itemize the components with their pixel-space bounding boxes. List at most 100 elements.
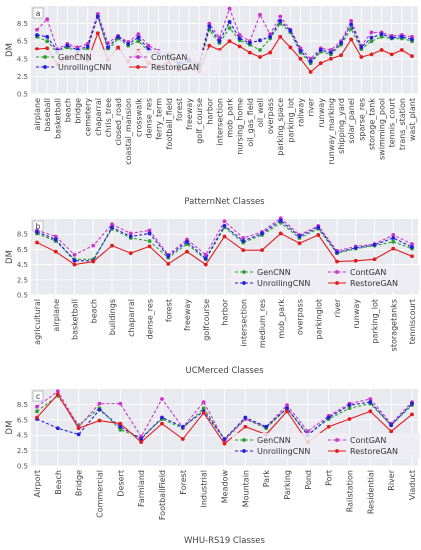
x-tick-label: Industrial [200, 470, 209, 508]
data-point [35, 404, 39, 409]
data-point [278, 34, 283, 39]
series-restoregan [35, 392, 414, 446]
data-point [128, 251, 133, 256]
x-tick-label: river [333, 298, 342, 317]
data-point [316, 225, 321, 230]
x-tick-label: tennis_court [388, 98, 397, 147]
x-tick-label: intersection [239, 299, 248, 346]
data-point [45, 39, 50, 44]
data-point [110, 222, 114, 227]
data-point [160, 421, 164, 426]
data-point [118, 427, 123, 432]
data-point [76, 432, 81, 437]
data-point [243, 424, 248, 429]
data-point [243, 415, 248, 420]
data-point [349, 37, 354, 42]
x-tick-label: dense_res [144, 98, 153, 138]
data-point [247, 41, 252, 45]
data-point [347, 417, 352, 421]
data-point [110, 243, 114, 248]
data-point [372, 257, 377, 262]
data-point [97, 418, 102, 423]
x-tick-label: football_field [165, 98, 174, 149]
x-tick-label: Commercial [96, 470, 105, 518]
x-tick-label: Desert [116, 470, 125, 497]
data-point [241, 236, 246, 240]
x-tick-label: parking_space [276, 98, 285, 156]
x-tick-label: ferry_term [155, 98, 164, 140]
x-tick-label: medium_res [258, 299, 267, 348]
data-point [410, 54, 414, 59]
x-tick-label: Park [262, 470, 271, 488]
chart-panel-a: 0.5 2.5 4.5 6.5 8.5 DM airplane baseball basketb… [5, 6, 418, 207]
data-point [258, 55, 262, 59]
data-point [126, 41, 131, 46]
x-axis-label: WHU-RS19 Classes [184, 536, 265, 546]
x-tick-label: airplane [52, 299, 61, 332]
data-point [201, 410, 206, 415]
data-point [166, 254, 171, 259]
legend-swatch-marker [136, 55, 140, 59]
data-point [410, 245, 414, 250]
legend-swatch-marker [43, 55, 47, 59]
legend-box [232, 265, 420, 291]
data-point [399, 34, 404, 39]
y-tick-label: 6.5 [17, 38, 28, 46]
y-tick-label: 2.5 [17, 447, 28, 455]
data-point [247, 50, 252, 55]
legend: GenCNN ContGAN UnrollingCNN RestoreGAN [232, 433, 420, 459]
data-point [55, 426, 60, 431]
data-point [379, 32, 384, 37]
x-tick-label: chaparral [127, 299, 136, 337]
data-point [185, 249, 189, 254]
data-point [347, 403, 352, 408]
x-tick-label: Railstation [346, 470, 355, 512]
x-tick-label: harbor [205, 97, 214, 124]
data-point [147, 231, 152, 236]
data-point [35, 409, 39, 414]
data-point [298, 48, 303, 53]
data-point [106, 45, 110, 50]
legend-box [232, 433, 420, 459]
x-tick-label: solar_panel [347, 98, 356, 144]
data-point [329, 50, 333, 55]
data-point [110, 225, 114, 230]
legend-entry-label: UnrollingCNN [257, 279, 310, 288]
data-point [347, 406, 352, 411]
x-tick-label: river [307, 97, 316, 116]
data-point [203, 256, 208, 261]
data-point [288, 28, 293, 33]
data-point [222, 223, 227, 228]
x-tick-label: Port [325, 470, 334, 486]
legend-swatch-marker [43, 65, 47, 69]
data-point [241, 239, 246, 243]
data-point [166, 261, 171, 266]
data-point [399, 48, 404, 52]
data-point [180, 437, 185, 441]
x-tick-label: bridge [74, 98, 83, 124]
x-tick-label: parking_lot [371, 299, 380, 344]
data-point [258, 48, 262, 52]
panel-letter-box [32, 7, 44, 19]
x-tick-label: golf_course [195, 98, 204, 144]
data-point [118, 401, 123, 406]
data-point [222, 234, 227, 239]
data-point [278, 21, 283, 26]
data-point [260, 248, 264, 253]
data-point [147, 228, 152, 233]
x-tick-label: runway [317, 98, 326, 128]
legend-swatch-marker [242, 449, 246, 453]
x-tick-label: buildings [108, 299, 117, 335]
data-point [45, 17, 50, 22]
data-point [128, 234, 133, 239]
data-point [353, 258, 358, 263]
x-tick-label: swimming_pool [378, 98, 387, 160]
data-point [118, 424, 123, 429]
x-tick-label: beach [89, 299, 98, 323]
y-tick-label: 8.5 [17, 401, 28, 409]
series-line-unrollingcnn [36, 14, 413, 66]
x-tick-label: wast_plant [408, 98, 417, 141]
y-tick-label: 4.5 [17, 261, 28, 269]
legend-swatch-marker [335, 449, 339, 453]
y-tick-label: 6.5 [17, 246, 28, 254]
